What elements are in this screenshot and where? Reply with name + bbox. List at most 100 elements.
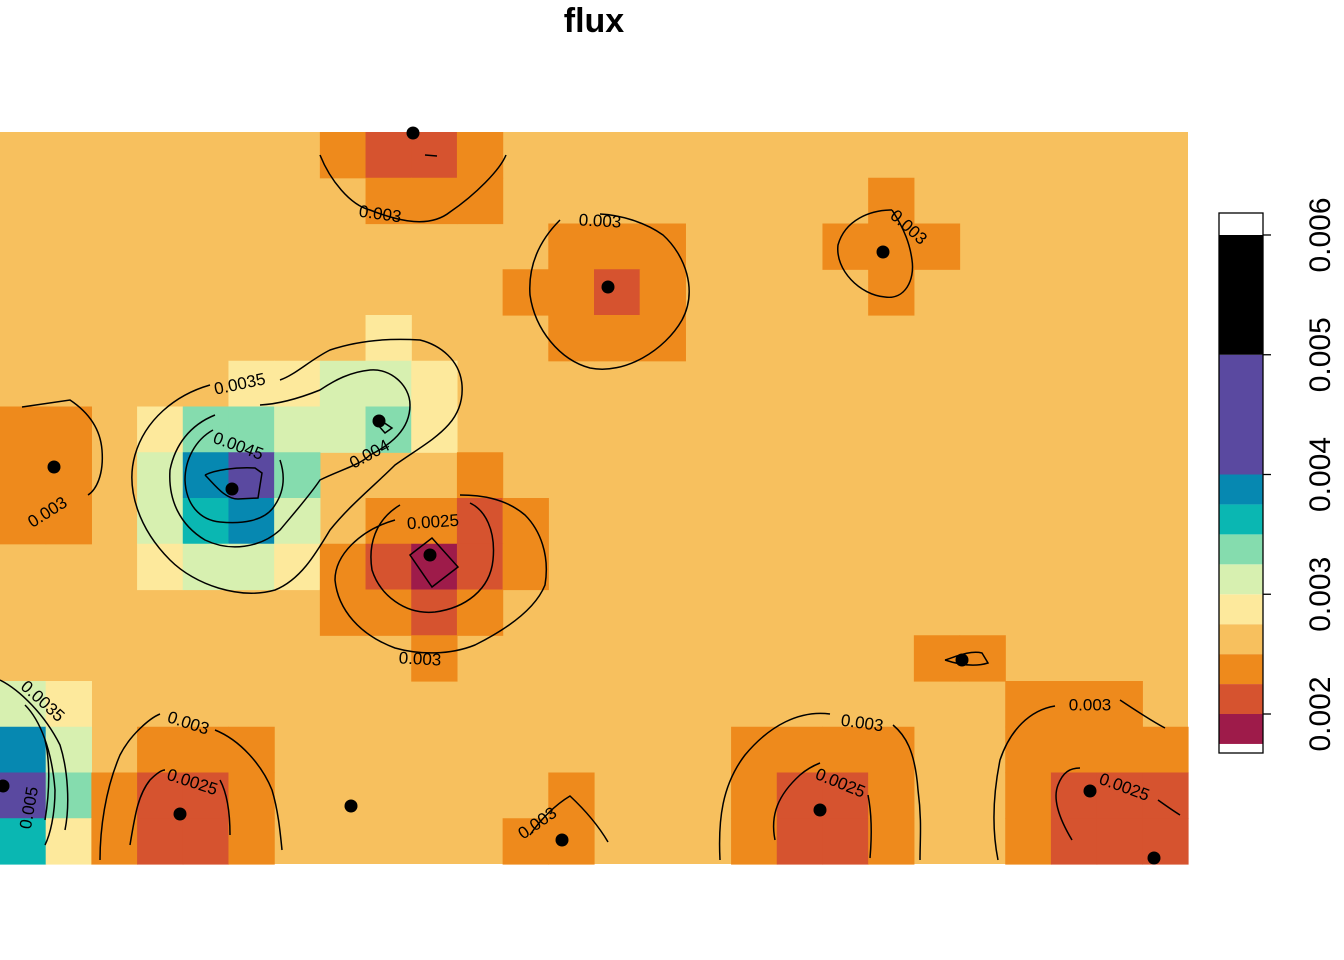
raster-cell bbox=[274, 360, 321, 408]
raster-cell bbox=[731, 772, 778, 819]
raster-cell bbox=[0, 681, 47, 728]
contour-line bbox=[184, 429, 285, 524]
raster-cells bbox=[0, 132, 1189, 865]
raster-cell bbox=[182, 406, 230, 453]
raster-cell bbox=[868, 269, 915, 316]
raster-cell bbox=[548, 269, 595, 316]
sample-point bbox=[955, 653, 969, 667]
raster-cell bbox=[913, 223, 961, 270]
raster-cell bbox=[137, 452, 184, 499]
raster-cell bbox=[365, 543, 412, 591]
sample-point bbox=[0, 779, 10, 793]
raster-cell bbox=[0, 406, 47, 453]
raster-cell bbox=[822, 818, 869, 865]
raster-cell bbox=[365, 315, 412, 362]
raster-cell bbox=[182, 726, 230, 774]
contour-line bbox=[993, 705, 1056, 861]
contour-line bbox=[319, 154, 507, 223]
legend-frame bbox=[1218, 212, 1264, 754]
legend-swatch bbox=[1219, 534, 1263, 565]
raster-cell bbox=[1005, 681, 1052, 728]
legend-swatch bbox=[1219, 594, 1263, 625]
raster-cell bbox=[868, 726, 915, 774]
raster-cell bbox=[1005, 772, 1052, 819]
contour-line bbox=[129, 769, 166, 846]
raster-cell bbox=[502, 269, 549, 316]
sample-points bbox=[0, 126, 1161, 865]
contour-line bbox=[0, 679, 69, 831]
raster-cell bbox=[137, 726, 184, 774]
contour-line bbox=[424, 154, 438, 157]
raster-cell bbox=[0, 818, 47, 865]
raster-cell bbox=[0, 452, 47, 499]
contour-label: 0.003 bbox=[1069, 695, 1112, 714]
legend-swatch bbox=[1219, 654, 1263, 685]
raster-cell bbox=[1142, 772, 1189, 819]
contour-line bbox=[370, 502, 495, 613]
raster-cell bbox=[319, 132, 367, 179]
contour-line bbox=[44, 739, 50, 821]
raster-cell bbox=[45, 681, 92, 728]
legend-swatch bbox=[1219, 504, 1263, 535]
contour-line bbox=[1119, 699, 1166, 729]
raster-cell bbox=[731, 818, 778, 865]
legend-swatch bbox=[1219, 354, 1263, 475]
raster-cell bbox=[1050, 726, 1098, 774]
raster-cell bbox=[502, 818, 549, 865]
raster-cell bbox=[182, 818, 230, 865]
sample-point bbox=[173, 807, 187, 821]
raster-cell bbox=[45, 498, 92, 545]
sample-point bbox=[344, 799, 358, 813]
raster-cell bbox=[456, 589, 504, 636]
raster-cell bbox=[45, 772, 92, 819]
contour-label: 0.003 bbox=[578, 210, 621, 231]
raster-cell bbox=[913, 635, 961, 682]
raster-cell bbox=[45, 406, 92, 453]
contour-line bbox=[892, 724, 922, 861]
raster-cell bbox=[365, 360, 412, 408]
contour-line bbox=[131, 338, 463, 594]
raster-cell bbox=[594, 315, 641, 362]
raster-cell bbox=[0, 498, 47, 545]
sample-point bbox=[555, 833, 569, 847]
raster-cell bbox=[1050, 681, 1098, 728]
raster-cell bbox=[868, 223, 915, 270]
raster-cell bbox=[639, 269, 686, 316]
raster-cell bbox=[319, 360, 367, 408]
contour-line bbox=[21, 399, 104, 496]
raster-cell bbox=[822, 726, 869, 774]
raster-cell bbox=[137, 818, 184, 865]
raster-cell bbox=[45, 452, 92, 499]
raster-cell bbox=[411, 406, 458, 453]
sample-point bbox=[406, 126, 420, 140]
raster-cell bbox=[182, 498, 230, 545]
legend-tick-label: 0.002 bbox=[1304, 676, 1337, 751]
raster-cell bbox=[1096, 681, 1143, 728]
legend-swatch bbox=[1219, 564, 1263, 595]
raster-cell bbox=[91, 772, 138, 819]
raster-cell bbox=[228, 818, 275, 865]
sample-point bbox=[1147, 851, 1161, 865]
raster-cell bbox=[548, 818, 595, 865]
contour-lines bbox=[0, 154, 1181, 861]
raster-cell bbox=[456, 543, 504, 591]
raster-cell bbox=[1142, 726, 1189, 774]
legend-swatch bbox=[1219, 624, 1263, 655]
raster-cell bbox=[182, 543, 230, 591]
raster-cell bbox=[502, 543, 549, 591]
raster-cell bbox=[639, 315, 686, 362]
contour-line bbox=[529, 795, 609, 843]
legend-swatch bbox=[1219, 235, 1263, 355]
raster-cell bbox=[868, 818, 915, 865]
raster-cell bbox=[0, 772, 47, 819]
chart-title: flux bbox=[563, 2, 625, 40]
contour-line bbox=[1055, 767, 1081, 841]
legend-tick-label: 0.003 bbox=[1304, 557, 1337, 632]
contour-line bbox=[24, 704, 56, 846]
raster-cell bbox=[0, 726, 47, 774]
raster-cell bbox=[1096, 726, 1143, 774]
contour-line bbox=[169, 369, 411, 548]
raster-cell bbox=[1096, 772, 1143, 819]
raster-cell bbox=[594, 269, 641, 316]
